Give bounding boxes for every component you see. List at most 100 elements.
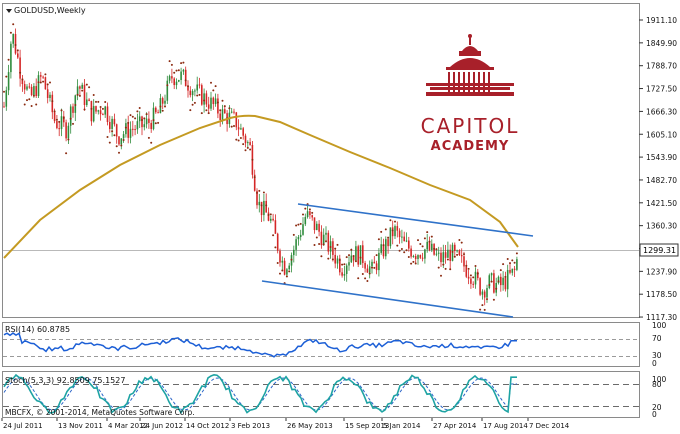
capitol-academy-logo: CAPITOL ACADEMY <box>421 34 517 154</box>
time-axis-label: 24 Jul 2011 <box>3 422 43 430</box>
candle-body <box>378 252 380 271</box>
candle-body <box>235 112 238 128</box>
sar-dot <box>147 136 150 139</box>
last-price-value: 1299.31 <box>643 246 676 255</box>
candle-body <box>76 86 79 96</box>
candle-body <box>332 241 334 255</box>
sar-dot <box>253 176 256 179</box>
rsi-axis-label: 0 <box>652 359 657 368</box>
sar-dot <box>88 86 91 89</box>
sar-dot <box>242 143 245 146</box>
candle-body <box>325 232 327 235</box>
candle-body <box>253 174 256 191</box>
candle-body <box>493 273 495 293</box>
candle-body <box>141 116 143 128</box>
sar-dot <box>511 259 514 262</box>
sar-dot <box>417 239 419 242</box>
logo-subtitle: ACADEMY <box>431 139 510 154</box>
candle-body <box>187 86 189 91</box>
candle-body <box>320 231 323 246</box>
candle-body <box>120 138 123 145</box>
sar-dot <box>377 238 380 241</box>
candle-body <box>92 106 95 122</box>
sar-dot <box>260 204 263 207</box>
stoch-label: Stoch(5,3,3) 92.8509 75.1527 <box>5 376 125 385</box>
sar-dot <box>352 255 355 258</box>
sar-dot <box>46 83 49 86</box>
sar-dot <box>414 262 417 265</box>
candle-body <box>53 112 56 122</box>
sar-dot <box>384 228 387 231</box>
candle-body <box>362 245 364 263</box>
price-axis-label: 1543.90 <box>646 153 677 162</box>
sar-dot <box>421 245 424 248</box>
candle-body <box>28 86 31 88</box>
sar-dot <box>354 260 357 263</box>
candle-body <box>357 246 359 265</box>
candle-body <box>339 258 341 273</box>
rsi-axis: 100 70 300 <box>652 321 667 368</box>
sar-dot <box>398 249 401 252</box>
sar-dot <box>419 243 422 246</box>
candle-body <box>37 75 40 97</box>
sar-dot <box>387 236 390 239</box>
candle-body <box>454 244 456 251</box>
candle-body <box>504 277 507 290</box>
candle-body <box>180 71 182 81</box>
candle-body <box>405 240 408 242</box>
sar-dot <box>380 230 383 233</box>
candle-body <box>318 223 320 232</box>
symbol-label: GOLDUSD,Weekly <box>6 6 86 15</box>
candle-body <box>201 85 203 105</box>
sar-dot <box>14 44 17 47</box>
candle-body <box>203 93 205 105</box>
sar-dot <box>72 122 74 125</box>
candle-body <box>44 77 47 90</box>
sar-dot <box>329 246 332 249</box>
sar-dot <box>279 272 281 275</box>
channel-lower-line[interactable] <box>261 280 514 318</box>
sar-dot <box>32 94 35 97</box>
candle-body <box>279 250 281 263</box>
sar-dot <box>453 255 456 258</box>
candle-body <box>35 86 37 97</box>
sar-dot <box>35 103 38 106</box>
sar-dot <box>111 130 114 133</box>
candle-body <box>99 110 102 115</box>
candle-body <box>336 258 339 264</box>
candle-body <box>5 90 8 107</box>
sar-dot <box>274 246 277 249</box>
candle-body <box>265 200 267 213</box>
sar-dot <box>359 256 362 259</box>
sar-dot <box>175 69 178 72</box>
sar-dot <box>78 94 81 97</box>
sar-dot <box>486 298 488 301</box>
sar-dot <box>223 105 226 108</box>
sar-dot <box>216 101 219 104</box>
candle-body <box>182 69 185 72</box>
time-axis-label: 17 Aug 2014 <box>483 422 528 430</box>
sar-dot <box>187 85 189 88</box>
sar-dot <box>476 272 479 275</box>
sar-dot <box>430 235 433 238</box>
sar-dot <box>265 204 268 207</box>
chevron-down-icon[interactable] <box>6 9 12 13</box>
sar-dot <box>214 85 217 88</box>
price-axis[interactable]: 1911.10 1849.90 1788.70 1727.50 1666.30 1605.… <box>639 16 677 322</box>
channel-lines[interactable] <box>261 203 534 318</box>
sar-dot <box>237 139 240 142</box>
candle-body <box>67 125 70 139</box>
candle-body <box>33 86 35 96</box>
sar-dot <box>325 240 327 243</box>
sar-dot <box>267 213 270 216</box>
candle-body <box>352 255 355 261</box>
candle-body <box>212 97 215 105</box>
candle-body <box>474 271 477 285</box>
sar-dot <box>440 274 442 277</box>
time-axis-label: 4 Mar 2012 <box>108 422 148 430</box>
channel-upper-line[interactable] <box>297 203 534 237</box>
candle-body <box>155 107 157 113</box>
sar-dot <box>338 258 341 261</box>
